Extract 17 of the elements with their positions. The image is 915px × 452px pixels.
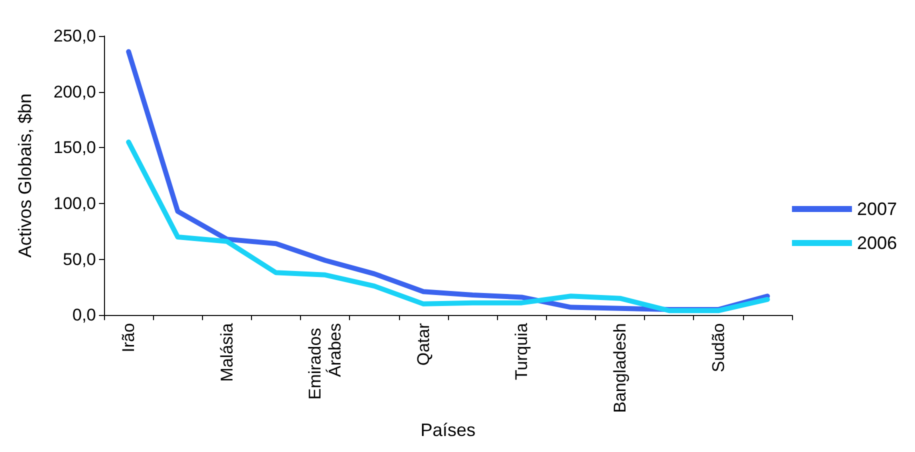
x-tick-label: Irão	[119, 323, 138, 352]
y-tick-label: 0,0	[72, 306, 96, 325]
x-tick-label: Bangladesh	[610, 323, 630, 413]
x-tick-label: Turquia	[512, 322, 532, 380]
legend-label: 2007	[856, 199, 898, 219]
x-tick-label: Sudão	[708, 323, 728, 372]
y-tick-label: 50,0	[62, 250, 96, 269]
y-axis-title: Activos Globais, $bn	[15, 94, 35, 258]
y-tick-label: 150,0	[53, 138, 96, 158]
x-tick-label: Qatar	[414, 322, 433, 366]
x-tick-label: Emirados Árabes	[306, 323, 345, 400]
y-tick-label: 100,0	[53, 194, 96, 213]
y-tick-label: 200,0	[53, 82, 96, 102]
x-tick-label: Malásia	[217, 322, 236, 382]
x-axis-title: Países	[420, 420, 476, 440]
legend-label: 2006	[856, 233, 898, 253]
y-tick-label: 250,0	[53, 26, 96, 46]
